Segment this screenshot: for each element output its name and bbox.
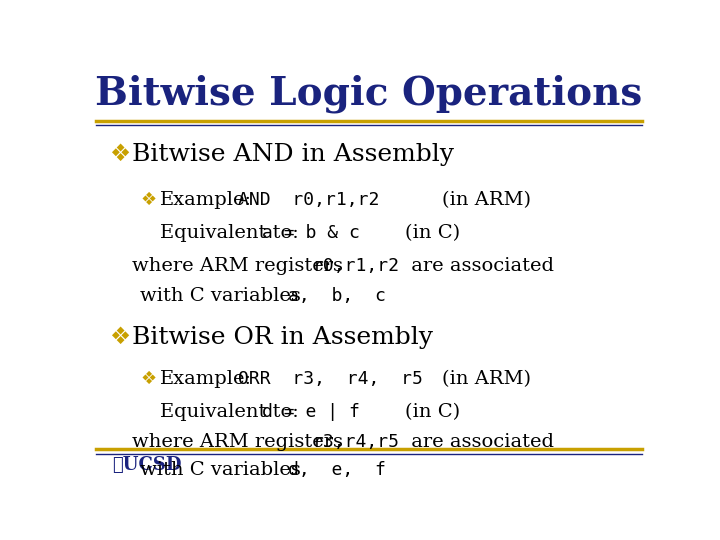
Text: are associated: are associated (405, 433, 554, 451)
Text: Bitwise AND in Assembly: Bitwise AND in Assembly (132, 143, 454, 166)
Text: with C variables: with C variables (140, 287, 307, 305)
Text: a,  b,  c: a, b, c (288, 287, 386, 305)
Text: a = b & c: a = b & c (262, 224, 360, 242)
Text: (in ARM): (in ARM) (441, 370, 531, 388)
Text: ❖: ❖ (140, 370, 156, 388)
Text: ❖: ❖ (109, 325, 130, 349)
Text: Equivalent to:: Equivalent to: (160, 403, 299, 421)
Text: d,  e,  f: d, e, f (288, 461, 386, 479)
Text: (in C): (in C) (405, 403, 460, 421)
Text: where ARM registers: where ARM registers (132, 433, 349, 451)
Text: ORR  r3,  r4,  r5: ORR r3, r4, r5 (238, 370, 423, 388)
Text: Bitwise OR in Assembly: Bitwise OR in Assembly (132, 326, 433, 349)
Text: where ARM registers: where ARM registers (132, 258, 349, 275)
Text: r0,r1,r2: r0,r1,r2 (313, 258, 400, 275)
Text: are associated: are associated (405, 258, 554, 275)
Text: r3,r4,r5: r3,r4,r5 (313, 433, 400, 451)
Text: (in ARM): (in ARM) (441, 191, 531, 209)
Text: Equivalent to:: Equivalent to: (160, 224, 299, 242)
Text: Example:: Example: (160, 370, 252, 388)
Text: (in C): (in C) (405, 224, 460, 242)
Text: with C variables: with C variables (140, 461, 307, 479)
Text: ★UCSD: ★UCSD (112, 456, 182, 474)
Text: Example:: Example: (160, 191, 252, 209)
Text: Bitwise Logic Operations: Bitwise Logic Operations (95, 75, 643, 113)
Text: ❖: ❖ (140, 191, 156, 209)
Text: ❖: ❖ (109, 142, 130, 166)
Text: d = e | f: d = e | f (262, 403, 360, 421)
Text: AND  r0,r1,r2: AND r0,r1,r2 (238, 191, 379, 209)
